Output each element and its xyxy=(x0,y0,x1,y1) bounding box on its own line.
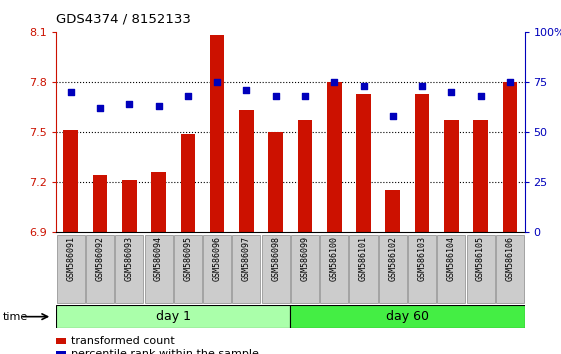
Point xyxy=(213,79,222,85)
Bar xyxy=(467,235,495,303)
Bar xyxy=(268,132,283,232)
Bar xyxy=(444,120,459,232)
Bar xyxy=(291,305,525,328)
Bar xyxy=(415,93,429,232)
Bar xyxy=(145,235,173,303)
Bar xyxy=(56,305,291,328)
Text: GSM586100: GSM586100 xyxy=(330,236,339,281)
Text: day 60: day 60 xyxy=(386,310,429,323)
Text: percentile rank within the sample: percentile rank within the sample xyxy=(71,349,259,354)
Bar xyxy=(181,133,195,232)
Text: GDS4374 / 8152133: GDS4374 / 8152133 xyxy=(56,12,191,25)
Bar xyxy=(57,235,85,303)
Point xyxy=(271,93,280,99)
Text: GSM586092: GSM586092 xyxy=(95,236,104,281)
Text: GSM586095: GSM586095 xyxy=(183,236,192,281)
Bar xyxy=(379,235,407,303)
Bar xyxy=(503,82,517,232)
Text: GSM586094: GSM586094 xyxy=(154,236,163,281)
Bar xyxy=(93,175,107,232)
Text: GSM586103: GSM586103 xyxy=(417,236,426,281)
Text: GSM586104: GSM586104 xyxy=(447,236,456,281)
Bar xyxy=(86,235,114,303)
Point xyxy=(154,103,163,109)
Bar xyxy=(327,82,342,232)
Bar xyxy=(350,235,378,303)
Bar xyxy=(298,120,312,232)
Bar xyxy=(473,120,488,232)
Text: GSM586105: GSM586105 xyxy=(476,236,485,281)
Point xyxy=(476,93,485,99)
Text: time: time xyxy=(3,312,28,322)
Text: GSM586099: GSM586099 xyxy=(301,236,310,281)
Bar xyxy=(356,93,371,232)
Bar xyxy=(174,235,202,303)
Point xyxy=(388,113,397,119)
Point xyxy=(183,93,192,99)
Bar xyxy=(239,110,254,232)
Bar xyxy=(210,35,224,232)
Point xyxy=(330,79,339,85)
Bar xyxy=(122,180,137,232)
Point xyxy=(66,89,75,95)
Point xyxy=(417,83,426,89)
Point xyxy=(359,83,368,89)
Text: GSM586098: GSM586098 xyxy=(271,236,280,281)
Text: GSM586093: GSM586093 xyxy=(125,236,134,281)
Text: GSM586102: GSM586102 xyxy=(388,236,397,281)
Point xyxy=(125,101,134,107)
Point xyxy=(301,93,310,99)
Bar xyxy=(320,235,348,303)
Text: day 1: day 1 xyxy=(156,310,191,323)
Bar xyxy=(291,235,319,303)
Bar xyxy=(63,130,78,232)
Point xyxy=(95,105,104,111)
Bar xyxy=(151,172,166,232)
Bar xyxy=(437,235,466,303)
Text: GSM586101: GSM586101 xyxy=(359,236,368,281)
Text: transformed count: transformed count xyxy=(71,336,174,346)
Text: GSM586096: GSM586096 xyxy=(213,236,222,281)
Bar xyxy=(115,235,144,303)
Point xyxy=(447,89,456,95)
Text: GSM586097: GSM586097 xyxy=(242,236,251,281)
Bar xyxy=(232,235,260,303)
Point xyxy=(505,79,514,85)
Bar xyxy=(496,235,524,303)
Bar xyxy=(408,235,436,303)
Point xyxy=(242,87,251,93)
Bar xyxy=(261,235,289,303)
Bar xyxy=(203,235,231,303)
Bar xyxy=(385,190,400,232)
Text: GSM586091: GSM586091 xyxy=(66,236,75,281)
Text: GSM586106: GSM586106 xyxy=(505,236,514,281)
